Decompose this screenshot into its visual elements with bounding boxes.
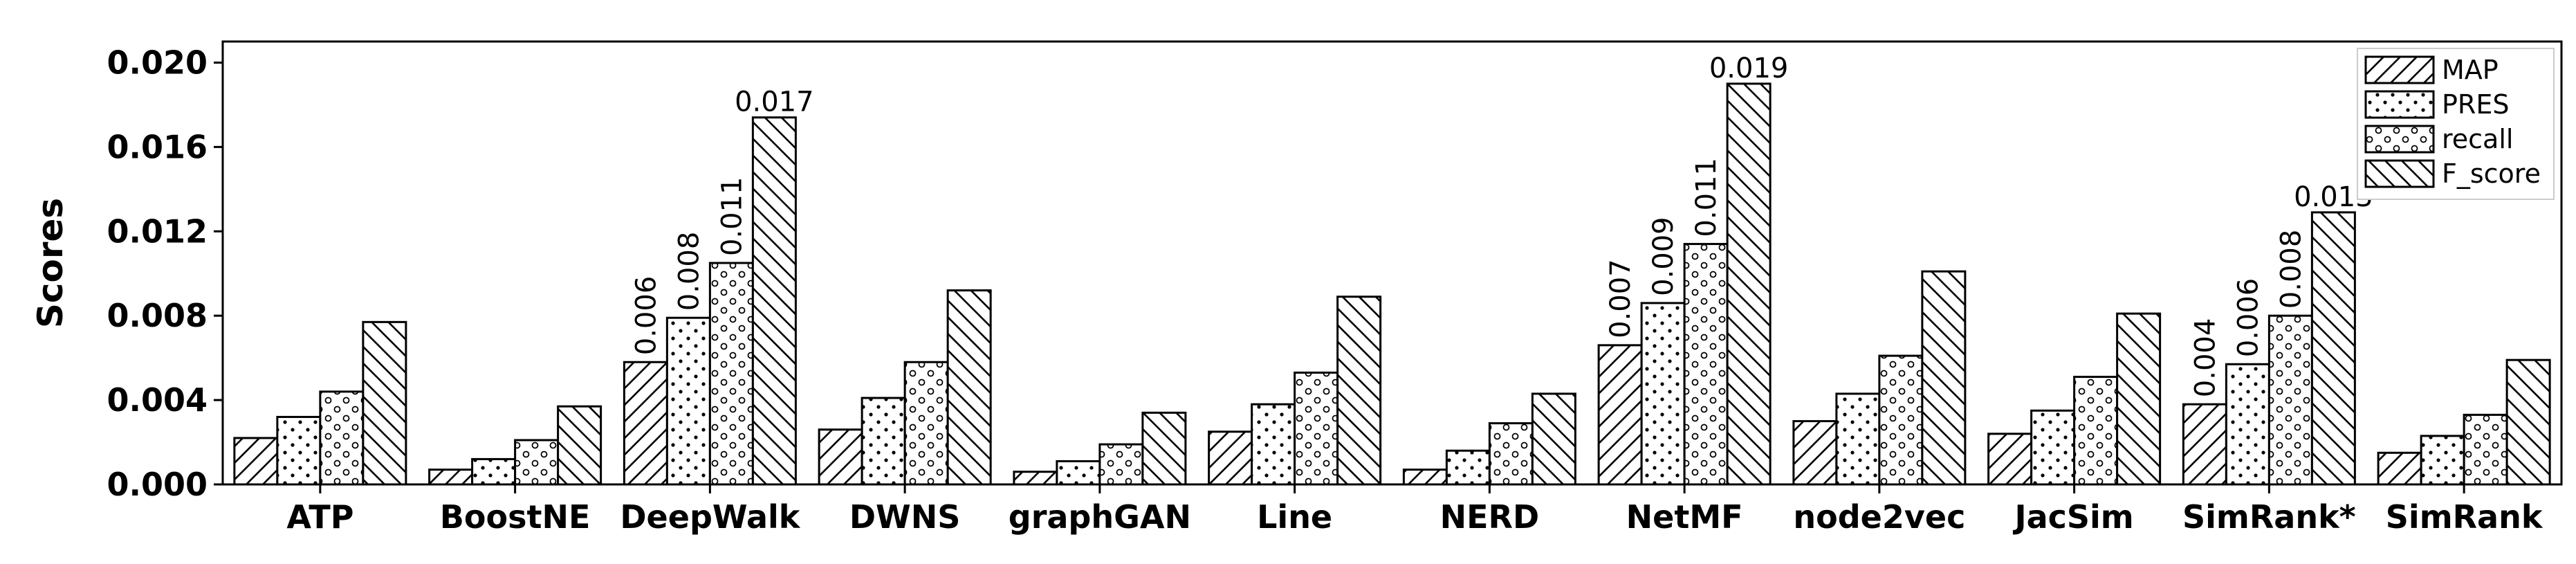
bars: [233, 82, 2551, 486]
data-label-simrank-recall: 0.008: [2275, 230, 2307, 309]
x-tick-label-nerd: NERD: [1440, 498, 1540, 536]
bar-line-f-score: [1336, 295, 1382, 486]
data-label-simrank-pres: 0.006: [2232, 278, 2264, 358]
bar-boostne-pres: [471, 457, 517, 486]
legend-swatch-pres: [2364, 90, 2435, 119]
bar-dwns-recall: [903, 361, 949, 486]
bar-netmf-pres: [1640, 302, 1686, 486]
y-tick-label: 0.020: [107, 44, 208, 81]
x-tick-label-jacsim: JacSim: [2012, 498, 2133, 536]
bar-netmf-f-score: [1726, 82, 1772, 486]
data-label-deepwalk-recall: 0.011: [716, 176, 748, 256]
bar-jacsim-pres: [2030, 409, 2076, 486]
bar-node2vec-pres: [1835, 392, 1881, 486]
bar-deepwalk-pres: [665, 316, 711, 486]
bar-dwns-f-score: [946, 289, 992, 486]
bar-atp-map: [233, 437, 279, 486]
x-axis: ATP BoostNE DeepWalk DWNS graphGAN Line NERD Ne…: [286, 484, 2543, 536]
y-tick-label: 0.012: [107, 212, 208, 250]
x-tick-label-netmf: NetMF: [1626, 498, 1743, 536]
bar-atp-f-score: [362, 320, 407, 486]
y-tick-label: 0.004: [107, 381, 208, 419]
bar-boostne-f-score: [557, 405, 602, 486]
legend-label-recall: recall: [2442, 124, 2513, 154]
bar-line-recall: [1294, 371, 1339, 486]
bar-nerd-pres: [1445, 449, 1491, 486]
bar-node2vec-recall: [1878, 354, 1924, 486]
y-axis-label: Scores: [30, 198, 71, 328]
bar-simrank-pres: [2420, 435, 2465, 486]
legend-label-f-score: F_score: [2442, 158, 2541, 189]
bar-simrank-pres: [2225, 363, 2270, 486]
legend-label-map: MAP: [2442, 55, 2499, 85]
bar-deepwalk-f-score: [751, 116, 797, 486]
bar-nerd-map: [1402, 469, 1448, 486]
bar-netmf-recall: [1683, 243, 1729, 486]
bar-node2vec-map: [1792, 420, 1838, 486]
legend-swatch-recall: [2364, 125, 2435, 154]
bar-simrank-f-score: [2310, 211, 2356, 486]
x-tick-label-deepwalk: DeepWalk: [620, 498, 800, 536]
data-label-deepwalk-map: 0.006: [630, 276, 662, 356]
bar-simrank-map: [2377, 451, 2422, 486]
bar-jacsim-map: [1987, 433, 2033, 486]
legend-swatch-f-score: [2364, 159, 2435, 188]
x-tick-label-dwns: DWNS: [849, 498, 961, 536]
bar-netmf-map: [1597, 344, 1643, 486]
data-label-simrank-map: 0.004: [2189, 318, 2221, 398]
bar-line-pres: [1251, 403, 1296, 486]
bar-jacsim-recall: [2073, 376, 2119, 486]
bar-nerd-f-score: [1531, 392, 1576, 486]
data-label-deepwalk-f-score: 0.017: [735, 87, 814, 118]
plot-frame: [221, 40, 2563, 486]
y-tick-label: 0.000: [107, 466, 208, 503]
bar-atp-pres: [276, 415, 322, 486]
bar-line-map: [1208, 430, 1253, 486]
bar-deepwalk-recall: [708, 262, 754, 486]
bar-simrank-recall: [2267, 314, 2313, 486]
x-tick-label-atp: ATP: [286, 498, 353, 536]
x-tick-label-graphgan: graphGAN: [1009, 498, 1191, 536]
bar-simrank-f-score: [2505, 358, 2551, 486]
y-axis: 0.000 0.004 0.008 0.012 0.016 0.020: [107, 44, 223, 503]
data-label-netmf-pres: 0.009: [1648, 217, 1680, 296]
bar-dwns-pres: [861, 397, 906, 486]
bar-simrank-map: [2182, 403, 2227, 486]
x-tick-label-boostne: BoostNE: [440, 498, 591, 536]
y-tick-label: 0.016: [107, 128, 208, 165]
bar-dwns-map: [818, 428, 863, 486]
bar-simrank-recall: [2463, 413, 2508, 486]
x-tick-label-simrank: SimRank: [2386, 498, 2543, 536]
data-label-netmf-recall: 0.011: [1691, 158, 1722, 237]
legend: MAP PRES recall F_score: [2357, 48, 2555, 200]
bar-graphgan-recall: [1098, 443, 1144, 486]
legend-swatch-map: [2364, 55, 2435, 84]
data-label-netmf-f-score: 0.019: [1709, 53, 1789, 84]
bar-graphgan-pres: [1056, 460, 1101, 486]
data-labels: 0.006 0.008 0.011 0.017 0.007 0.009 0.011 0.019…: [630, 53, 2373, 397]
y-tick-label: 0.008: [107, 297, 208, 334]
bar-nerd-recall: [1488, 422, 1534, 486]
legend-label-pres: PRES: [2442, 89, 2509, 120]
bar-graphgan-f-score: [1141, 411, 1187, 486]
bar-graphgan-map: [1013, 471, 1058, 486]
bar-boostne-map: [428, 469, 474, 486]
data-label-netmf-map: 0.007: [1605, 259, 1637, 338]
bar-atp-recall: [319, 390, 365, 486]
x-tick-label-simrank: SimRank*: [2182, 498, 2356, 536]
bar-node2vec-f-score: [1921, 270, 1967, 486]
x-tick-label-node2vec: node2vec: [1793, 498, 1965, 536]
data-label-deepwalk-pres: 0.008: [673, 232, 705, 311]
bar-deepwalk-map: [623, 361, 668, 486]
bar-jacsim-f-score: [2116, 312, 2162, 486]
bar-boostne-recall: [514, 439, 560, 486]
x-tick-label-line: Line: [1257, 498, 1332, 536]
